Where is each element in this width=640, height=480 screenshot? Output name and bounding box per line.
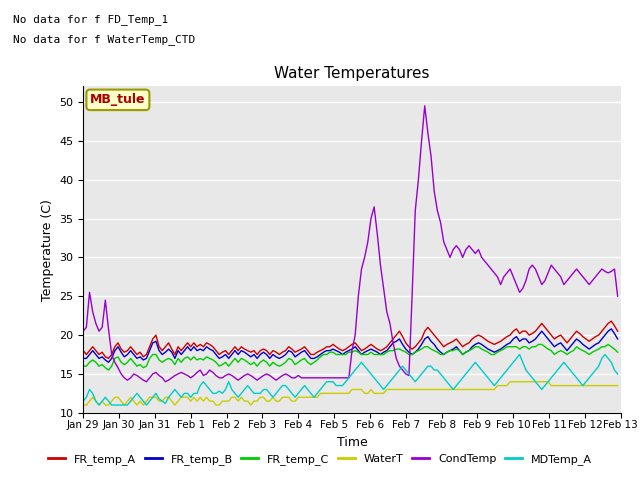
Title: Water Temperatures: Water Temperatures [275, 66, 429, 81]
Text: MB_tule: MB_tule [90, 93, 146, 107]
Y-axis label: Temperature (C): Temperature (C) [41, 199, 54, 300]
Text: No data for f FD_Temp_1: No data for f FD_Temp_1 [13, 14, 168, 25]
X-axis label: Time: Time [337, 436, 367, 449]
Legend: FR_temp_A, FR_temp_B, FR_temp_C, WaterT, CondTemp, MDTemp_A: FR_temp_A, FR_temp_B, FR_temp_C, WaterT,… [44, 450, 596, 469]
Text: No data for f WaterTemp_CTD: No data for f WaterTemp_CTD [13, 34, 195, 45]
